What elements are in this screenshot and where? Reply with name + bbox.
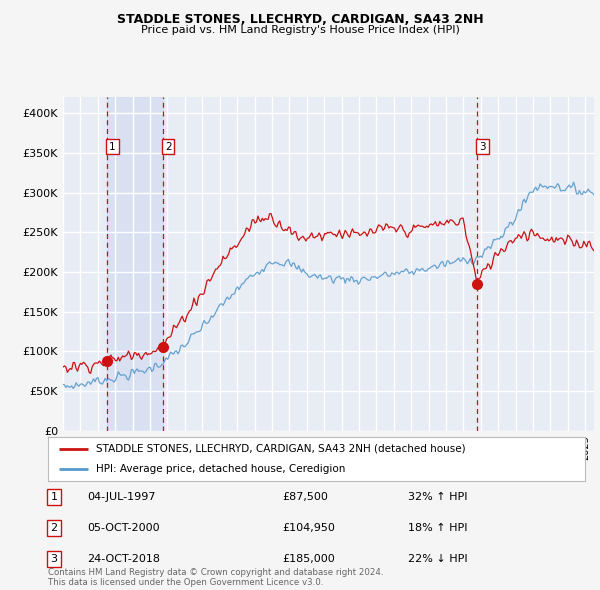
Text: £104,950: £104,950: [282, 523, 335, 533]
Text: STADDLE STONES, LLECHRYD, CARDIGAN, SA43 2NH (detached house): STADDLE STONES, LLECHRYD, CARDIGAN, SA43…: [97, 444, 466, 454]
Text: HPI: Average price, detached house, Ceredigion: HPI: Average price, detached house, Cere…: [97, 464, 346, 474]
Text: 1: 1: [109, 142, 116, 152]
Text: 3: 3: [50, 554, 58, 563]
Text: 05-OCT-2000: 05-OCT-2000: [87, 523, 160, 533]
Text: STADDLE STONES, LLECHRYD, CARDIGAN, SA43 2NH: STADDLE STONES, LLECHRYD, CARDIGAN, SA43…: [116, 13, 484, 26]
Text: £87,500: £87,500: [282, 493, 328, 502]
Text: Contains HM Land Registry data © Crown copyright and database right 2024.: Contains HM Land Registry data © Crown c…: [48, 568, 383, 577]
Text: 2: 2: [50, 523, 58, 533]
Text: This data is licensed under the Open Government Licence v3.0.: This data is licensed under the Open Gov…: [48, 578, 323, 587]
Text: 32% ↑ HPI: 32% ↑ HPI: [408, 493, 467, 502]
Text: 3: 3: [479, 142, 486, 152]
Bar: [107, 97, 163, 431]
Text: 18% ↑ HPI: 18% ↑ HPI: [408, 523, 467, 533]
Text: £185,000: £185,000: [282, 554, 335, 563]
Text: 24-OCT-2018: 24-OCT-2018: [87, 554, 160, 563]
Text: 22% ↓ HPI: 22% ↓ HPI: [408, 554, 467, 563]
Text: Price paid vs. HM Land Registry's House Price Index (HPI): Price paid vs. HM Land Registry's House …: [140, 25, 460, 35]
Text: 04-JUL-1997: 04-JUL-1997: [87, 493, 155, 502]
Text: 2: 2: [165, 142, 172, 152]
Text: 1: 1: [50, 493, 58, 502]
